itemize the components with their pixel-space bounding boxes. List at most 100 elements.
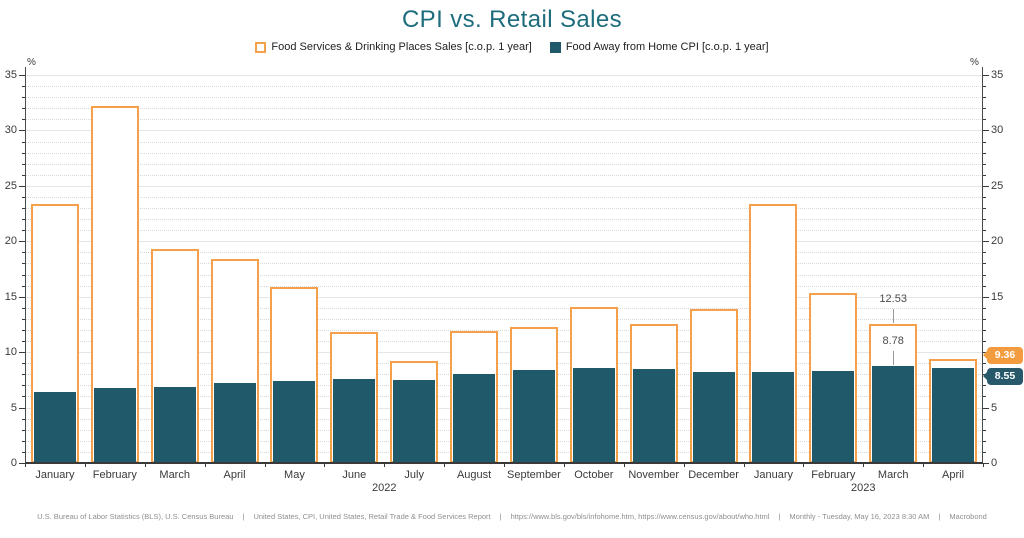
y-axis-label-left: 25 [4, 179, 17, 192]
y-axis-tick-right [983, 418, 986, 420]
y-axis-tick-right [983, 407, 989, 409]
y-axis-line-right [982, 67, 983, 463]
footer-segment: Macrobond [949, 512, 987, 521]
footer-separator: | [938, 512, 941, 521]
gridline-minor [25, 196, 983, 198]
y-axis-tick-left [22, 196, 25, 198]
cpi-bar[interactable] [273, 380, 316, 463]
gridline-major [25, 185, 983, 187]
y-axis-tick-left [22, 230, 25, 232]
y-axis-tick-left [22, 97, 25, 99]
cpi-series-swatch-icon [549, 41, 561, 53]
y-axis-tick-left [22, 329, 25, 331]
cpi-bar[interactable] [512, 369, 555, 463]
end-value-badge: 9.36 [983, 346, 1023, 364]
cpi-bar[interactable] [692, 372, 735, 463]
y-axis-tick-right [983, 108, 986, 110]
y-axis-tick-right [983, 196, 986, 198]
x-axis-month-label: October [574, 469, 614, 481]
x-axis-tick [444, 463, 446, 467]
gridline-minor [25, 341, 983, 343]
cpi-bar[interactable] [752, 372, 795, 463]
cpi-bar[interactable] [393, 379, 436, 463]
x-axis-month-label: May [284, 469, 305, 481]
y-axis-tick-left [22, 440, 25, 442]
y-axis-label-left: 10 [4, 346, 17, 359]
y-axis-label-right: 15 [991, 290, 1004, 303]
cpi-bar[interactable] [632, 368, 675, 463]
y-axis-label-right: 25 [991, 179, 1004, 192]
cpi-bar[interactable] [872, 365, 915, 463]
x-axis-month-label: June [342, 469, 367, 481]
gridline-minor [25, 119, 983, 121]
y-axis-tick-left [22, 108, 25, 110]
y-axis-tick-right [983, 97, 986, 99]
sales-series-swatch-icon [255, 41, 267, 53]
y-axis-tick-right [983, 119, 986, 121]
y-axis-tick-left [22, 429, 25, 431]
cpi-bar[interactable] [153, 386, 196, 463]
x-axis-month-label: February [811, 469, 856, 481]
cpi-bar[interactable] [33, 392, 76, 463]
cpi-bar[interactable] [453, 374, 496, 463]
x-axis-month-label: November [628, 469, 680, 481]
y-axis-tick-right [983, 75, 989, 76]
y-axis-tick-right [983, 440, 986, 442]
y-axis-tick-right [983, 163, 986, 165]
x-axis-tick [384, 463, 386, 467]
gridline-minor [25, 174, 983, 176]
y-axis-tick-right [983, 363, 986, 365]
y-axis-tick-left [22, 208, 25, 210]
gridline-major [25, 241, 983, 243]
cpi-bar[interactable] [213, 383, 256, 463]
y-axis-label-right: 35 [991, 69, 1004, 81]
x-axis-month-label: March [877, 469, 909, 481]
gridline-major [25, 130, 983, 132]
y-axis-tick-left [22, 119, 25, 121]
x-axis-tick [264, 463, 266, 467]
cpi-bar[interactable] [93, 387, 136, 463]
y-axis-tick-left [19, 185, 25, 187]
y-axis-tick-left [22, 385, 25, 387]
y-axis-tick-right [983, 274, 986, 276]
y-axis-tick-right [983, 341, 986, 343]
y-axis-tick-right [983, 86, 986, 88]
gridline-minor [25, 285, 983, 287]
gridline-minor [25, 307, 983, 309]
y-axis-tick-right [983, 429, 986, 431]
gridline-minor [25, 374, 983, 376]
legend-label-cpi: Food Away from Home CPI [c.o.p. 1 year] [565, 41, 769, 53]
cpi-bar[interactable] [572, 367, 615, 463]
x-axis-line [25, 462, 983, 464]
x-axis-tick [144, 463, 146, 467]
x-axis-year-label: 2023 [851, 482, 876, 494]
plot-area: January February March April May June July Augu… [5, 67, 1023, 494]
gridline-minor [25, 385, 983, 387]
x-axis-tick [623, 463, 625, 467]
y-axis-tick-left [22, 363, 25, 365]
legend-item-sales[interactable]: Food Services & Drinking Places Sales [c… [255, 41, 532, 53]
cpi-bar[interactable] [932, 368, 975, 463]
y-axis-tick-right [983, 385, 986, 387]
legend-item-cpi[interactable]: Food Away from Home CPI [c.o.p. 1 year] [549, 41, 769, 53]
y-axis-tick-right [983, 185, 989, 187]
y-axis-tick-left [22, 219, 25, 221]
y-axis-tick-left [22, 418, 25, 420]
x-axis-tick [743, 463, 745, 467]
gridline-minor [25, 152, 983, 154]
y-axis-tick-left [19, 75, 25, 76]
gridline-minor [25, 108, 983, 110]
y-axis-tick-right [983, 285, 986, 287]
x-axis-month-label: April [223, 469, 246, 481]
y-axis-tick-right [983, 296, 989, 298]
y-axis-tick-left [19, 130, 25, 132]
y-axis-tick-left [22, 174, 25, 176]
cpi-bar[interactable] [333, 378, 376, 463]
annotation-line [893, 350, 895, 365]
y-axis-label-right: 0 [991, 457, 998, 469]
y-axis-tick-right [983, 130, 989, 132]
cpi-bar[interactable] [812, 370, 855, 463]
y-axis-tick-left [19, 407, 25, 409]
y-axis-tick-left [22, 396, 25, 398]
